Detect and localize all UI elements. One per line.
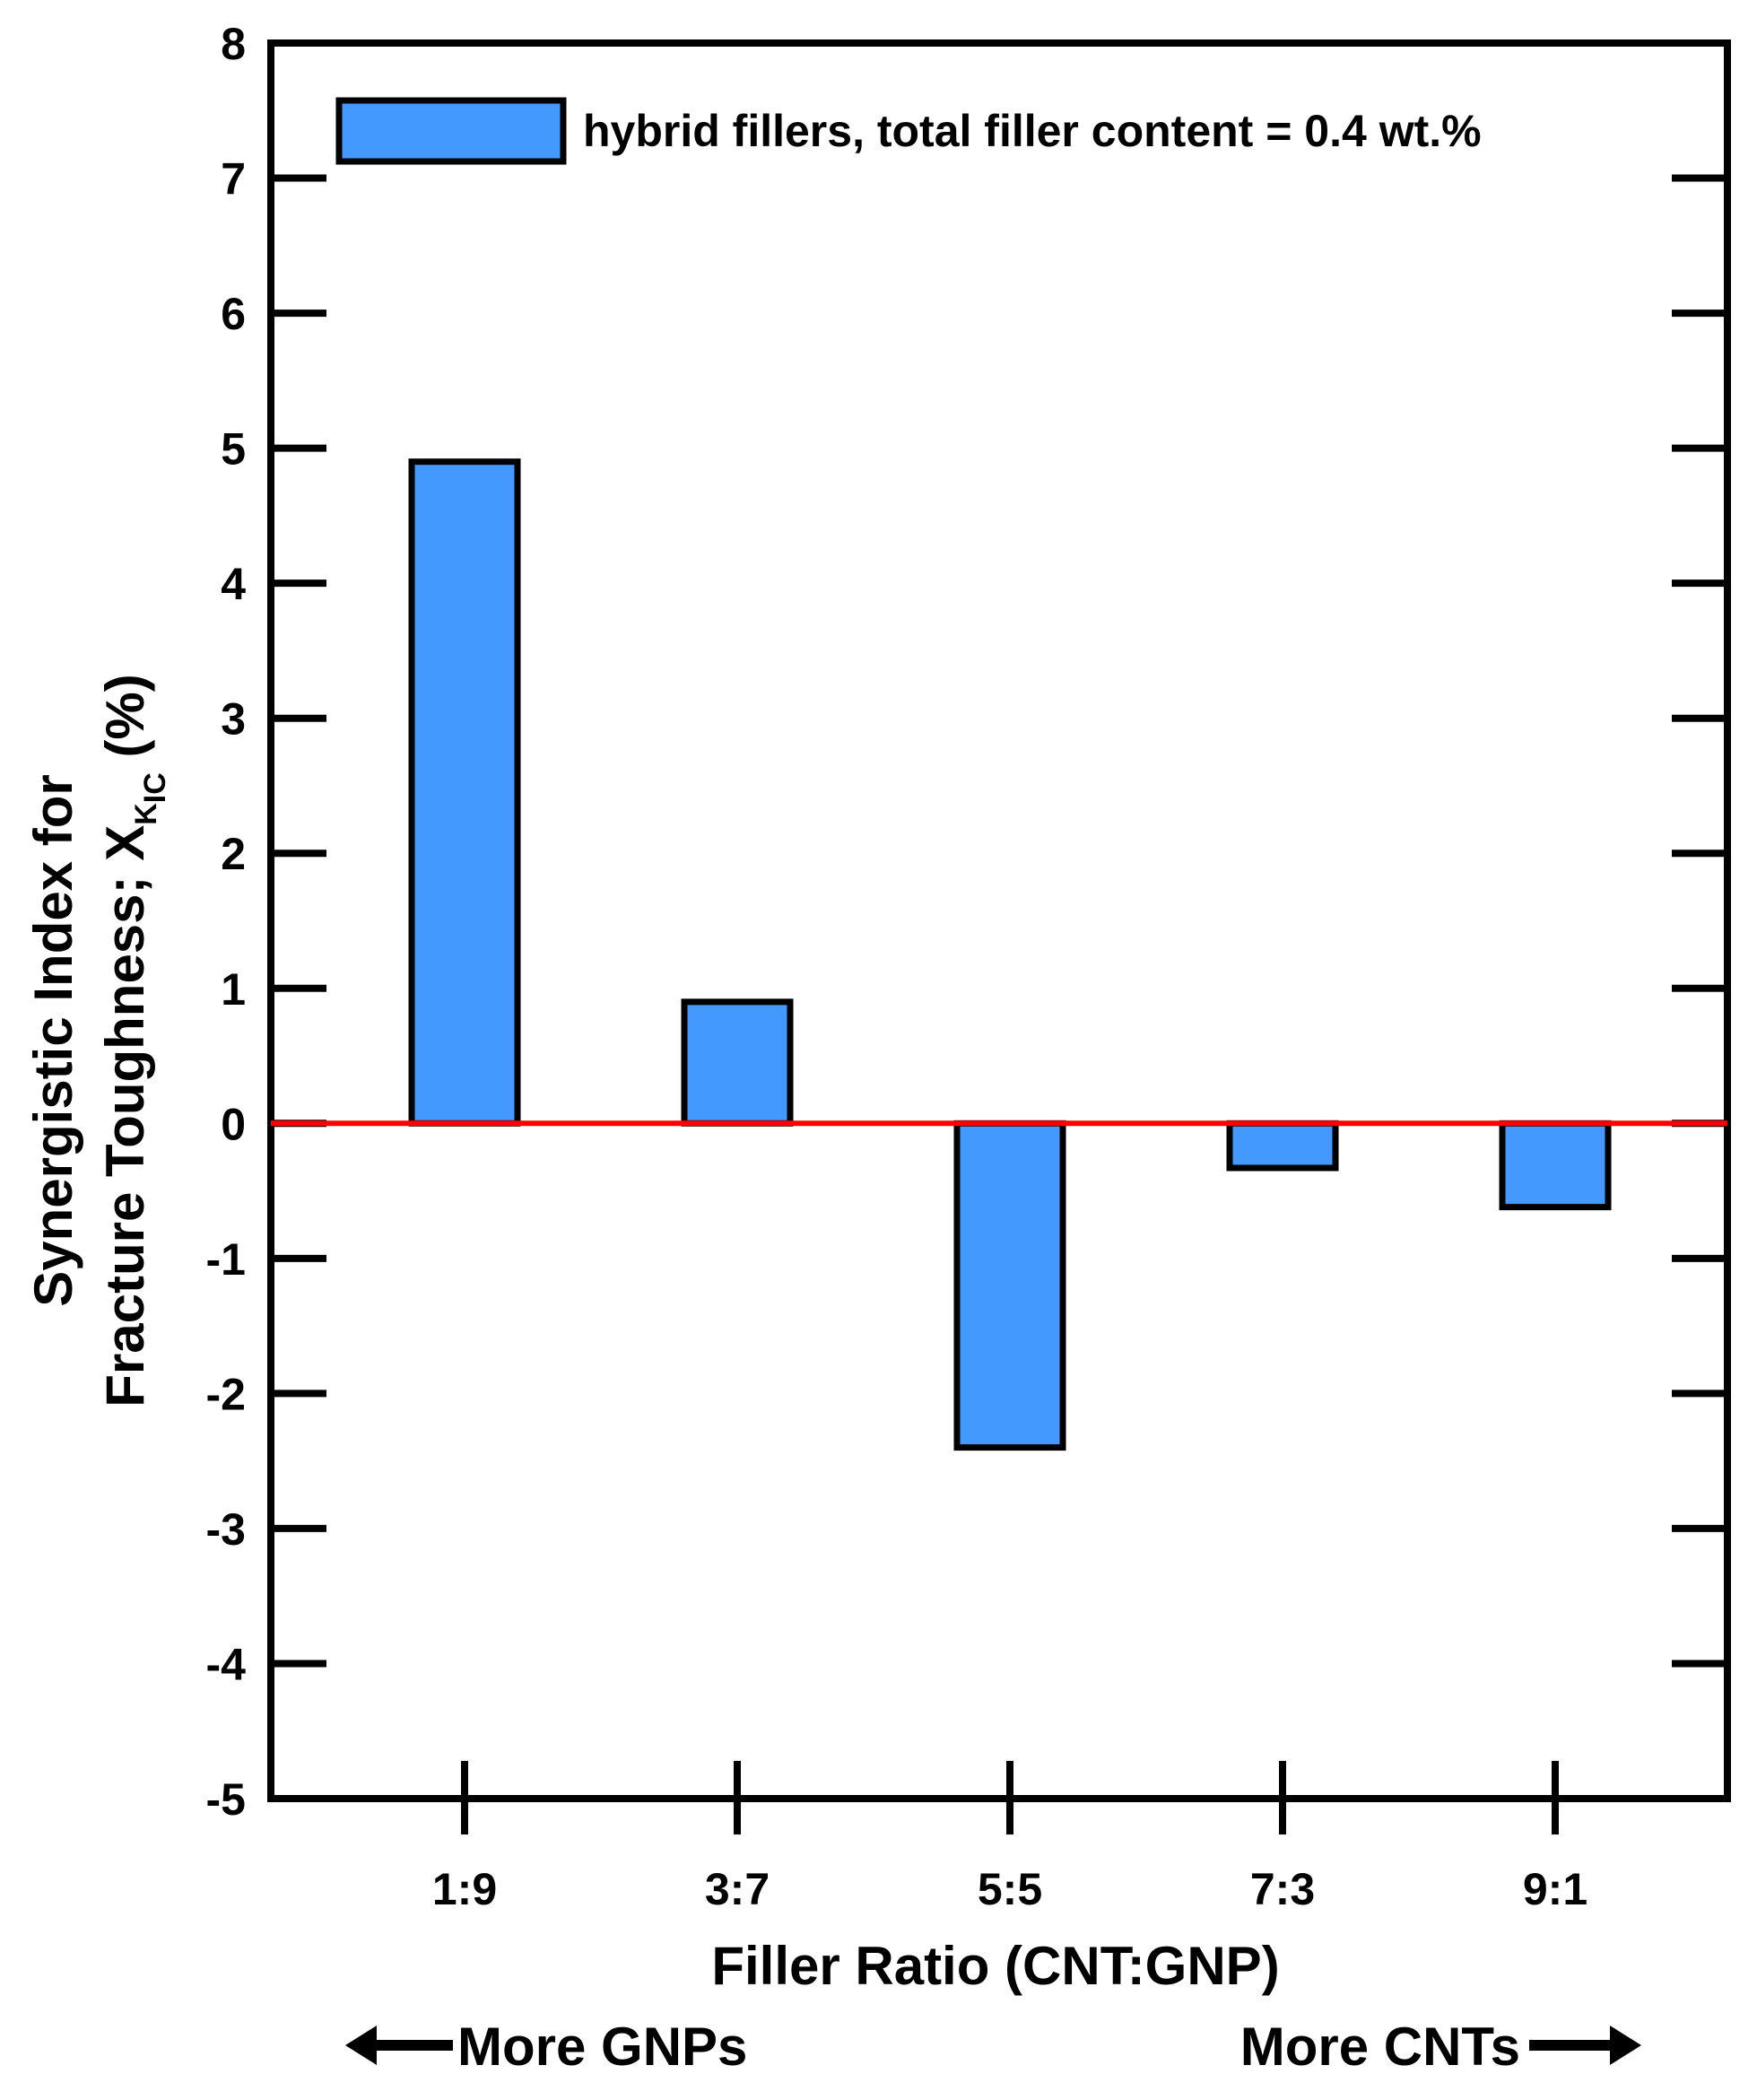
y-axis-title-main: Fracture Toughness; X	[95, 825, 155, 1407]
y-tick-label: 0	[221, 1099, 246, 1149]
y-tick-label: 6	[221, 289, 246, 339]
y-ticks: -5 -4 -3 -2 -1 0 1 2 3 4 5 6 7 8	[206, 19, 1727, 1825]
x-tick-label: 7:3	[1250, 1864, 1315, 1914]
more-cnts-annotation: More CNTs	[1240, 2017, 1641, 2077]
y-tick-label: -4	[206, 1639, 247, 1689]
bar-9-1	[1499, 1120, 1612, 1211]
left-arrow-icon	[345, 2026, 453, 2065]
x-tick-label: 9:1	[1523, 1864, 1587, 1914]
y-axis-title-unit: (%)	[95, 674, 155, 772]
x-tick-label: 1:9	[432, 1864, 497, 1914]
bars	[408, 458, 1612, 1451]
y-axis-title: Synergistic Index for	[23, 774, 83, 1307]
x-axis-title: Filler Ratio (CNT:GNP)	[711, 1936, 1279, 1996]
y-axis-title-line2: Fracture Toughness; XKIC (%)	[95, 674, 172, 1407]
more-gnps-annotation: More GNPs	[345, 2017, 747, 2077]
y-tick-label: 5	[221, 424, 246, 475]
y-tick-label: -2	[206, 1369, 246, 1419]
svg-text:Fracture Toughness; XKIC (%): Fracture Toughness; XKIC (%)	[95, 674, 172, 1407]
bar-5-5	[953, 1120, 1066, 1451]
more-cnts-label: More CNTs	[1240, 2017, 1520, 2077]
more-gnps-label: More GNPs	[457, 2017, 747, 2077]
y-axis-title-line1: Synergistic Index for	[23, 774, 83, 1307]
legend-label: hybrid fillers, total filler content = 0…	[583, 106, 1482, 156]
x-ticks: 1:9 3:7 5:5 7:3 9:1	[432, 1761, 1587, 1914]
bar-7-3	[1226, 1120, 1339, 1172]
bar-1-9	[408, 458, 521, 1127]
y-tick-label: 1	[221, 964, 246, 1015]
y-tick-label: -5	[206, 1774, 246, 1825]
y-tick-label: -1	[206, 1234, 246, 1285]
right-arrow-icon	[1529, 2026, 1641, 2065]
y-tick-label: 8	[221, 19, 246, 69]
y-tick-label: 3	[221, 694, 246, 745]
x-tick-label: 5:5	[978, 1864, 1042, 1914]
y-tick-label: 7	[221, 154, 246, 205]
bar-3-7	[681, 998, 794, 1127]
y-axis-title-sub1: K	[129, 803, 163, 825]
y-axis-title-sub2: IC	[138, 772, 172, 803]
y-tick-label: 2	[221, 829, 246, 879]
y-tick-label: 4	[221, 559, 246, 609]
y-tick-label: -3	[206, 1504, 246, 1555]
legend-swatch	[335, 97, 567, 165]
x-tick-label: 3:7	[705, 1864, 770, 1914]
